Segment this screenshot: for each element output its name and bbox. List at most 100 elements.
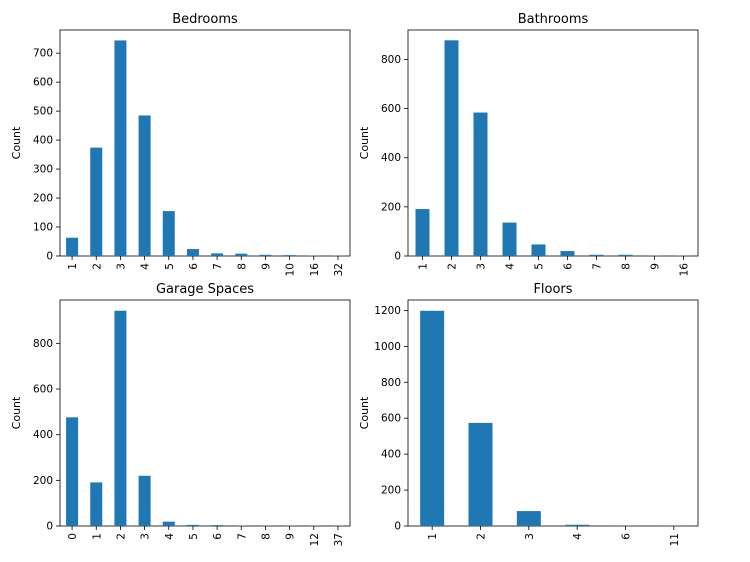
bar — [618, 254, 633, 256]
y-tick-label: 600 — [381, 413, 401, 425]
y-tick-label: 0 — [394, 521, 401, 533]
y-tick-label: 400 — [33, 135, 53, 147]
x-tick-label: 6 — [620, 533, 632, 540]
x-axis: 1 2 3 4 5 6 7 8 9 16 — [418, 256, 691, 276]
x-tick-label: 4 — [572, 533, 584, 540]
x-tick-label: 7 — [212, 263, 224, 270]
bar — [589, 254, 604, 256]
y-tick-label: 400 — [381, 152, 401, 164]
x-tick-label: 1 — [67, 263, 79, 270]
x-tick-label: 32 — [333, 263, 345, 276]
subplot-title: Bathrooms — [518, 12, 589, 27]
x-tick-label: 3 — [115, 263, 127, 270]
y-tick-label: 200 — [33, 475, 53, 487]
y-axis: 0 200 400 600 800 1000 1200 — [374, 305, 408, 533]
x-tick-label: 5 — [164, 263, 176, 270]
bar — [468, 422, 493, 526]
x-tick-label: 10 — [285, 263, 297, 276]
x-tick-label: 2 — [447, 263, 459, 270]
y-tick-label: 400 — [33, 429, 53, 441]
bar — [138, 115, 151, 256]
x-tick-label: 4 — [164, 533, 176, 540]
bar — [66, 237, 79, 256]
bar — [565, 524, 590, 526]
bars — [415, 40, 691, 257]
y-axis-label: Count — [358, 396, 371, 429]
x-axis: 1 2 3 4 6 11 — [427, 526, 681, 546]
y-tick-label: 0 — [394, 251, 401, 263]
bar — [211, 253, 224, 256]
x-tick-label: 3 — [524, 533, 536, 540]
plot-frame — [59, 29, 351, 257]
bar — [114, 310, 127, 526]
x-tick-label: 5 — [188, 533, 200, 540]
bar — [473, 112, 488, 257]
y-tick-label: 1200 — [374, 305, 401, 317]
bar — [186, 249, 199, 256]
plot-frame — [407, 29, 699, 257]
bar — [90, 482, 103, 526]
plot-frame — [407, 299, 699, 527]
y-tick-label: 500 — [33, 106, 53, 118]
x-tick-label: 16 — [679, 263, 691, 277]
x-tick-label: 8 — [621, 263, 633, 270]
y-tick-label: 200 — [381, 201, 401, 213]
y-tick-label: 800 — [381, 377, 401, 389]
subplot-floors: Floors Count 0 200 400 600 800 1000 1200 1 2 3 4 6… — [358, 282, 699, 546]
y-tick-label: 600 — [381, 103, 401, 115]
y-tick-label: 700 — [33, 48, 53, 60]
x-tick-label: 4 — [140, 263, 152, 270]
x-tick-label: 3 — [140, 533, 152, 540]
x-tick-label: 1 — [427, 533, 439, 540]
x-tick-label: 16 — [309, 263, 321, 277]
y-tick-label: 200 — [381, 485, 401, 497]
x-tick-label: 1 — [418, 263, 430, 270]
x-tick-label: 5 — [534, 263, 546, 270]
x-tick-label: 0 — [67, 533, 79, 540]
y-axis-label: Count — [10, 396, 23, 429]
x-tick-label: 9 — [285, 533, 297, 540]
x-tick-label: 37 — [333, 533, 345, 546]
y-tick-label: 0 — [46, 251, 53, 263]
bars — [420, 310, 686, 526]
bar — [502, 222, 517, 256]
y-tick-label: 100 — [33, 222, 53, 234]
y-axis-label: Count — [358, 126, 371, 159]
bar — [235, 253, 248, 256]
bar — [560, 251, 575, 256]
x-tick-label: 12 — [309, 533, 321, 546]
plot-frame — [59, 299, 351, 527]
x-tick-label: 3 — [476, 263, 488, 270]
x-tick-label: 6 — [563, 263, 575, 270]
bar — [516, 511, 541, 526]
bar — [531, 244, 546, 256]
bar — [114, 40, 127, 256]
bar — [420, 310, 445, 526]
x-tick-label: 9 — [650, 263, 662, 270]
y-tick-label: 300 — [33, 164, 53, 176]
bar — [66, 417, 79, 526]
x-axis: 1 2 3 4 5 6 7 8 9 10 16 32 — [67, 256, 345, 276]
bar — [186, 524, 199, 526]
x-tick-label: 8 — [236, 263, 248, 270]
y-tick-label: 600 — [33, 77, 53, 89]
bar — [415, 209, 430, 256]
y-tick-label: 0 — [46, 521, 53, 533]
x-tick-label: 2 — [115, 533, 127, 540]
y-axis-label: Count — [10, 126, 23, 159]
subplot-bedrooms: Bedrooms Count 0 100 200 300 400 500 600 700 1 2… — [10, 12, 351, 276]
y-tick-label: 600 — [33, 384, 53, 396]
bars — [66, 310, 344, 526]
subplot-title: Garage Spaces — [156, 282, 254, 297]
y-tick-label: 1000 — [374, 341, 401, 353]
y-tick-label: 400 — [381, 449, 401, 461]
y-tick-label: 800 — [381, 54, 401, 66]
x-tick-label: 11 — [669, 533, 681, 546]
bar — [162, 521, 175, 526]
subplot-title: Bedrooms — [172, 12, 238, 27]
bar — [259, 254, 272, 256]
x-tick-label: 4 — [505, 263, 517, 270]
